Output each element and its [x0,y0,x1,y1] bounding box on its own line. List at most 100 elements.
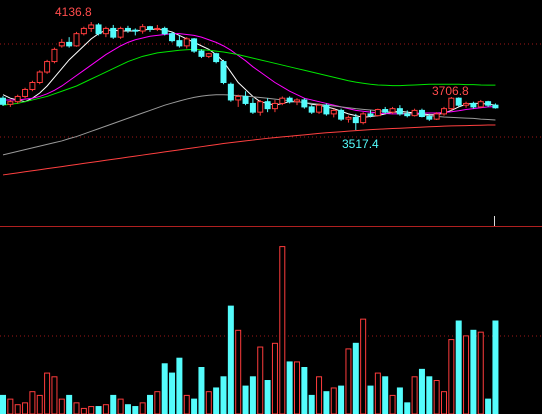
volume-bar [139,402,146,414]
candle-body [242,95,249,104]
candle-body [294,99,300,103]
volume-bar [154,391,161,414]
candle-body [492,104,499,109]
volume-bar [389,394,396,414]
volume-bar [411,376,418,414]
volume-bar [382,376,389,414]
candle-body [117,27,124,38]
volume-bar [44,372,51,414]
candle-body [455,97,462,106]
volume-bar [477,331,484,414]
volume-bar [294,361,300,414]
annotation: 3517.4 [342,137,379,151]
candle-body [338,109,345,120]
candle-body [257,101,264,113]
candle-body [264,101,271,110]
volume-bar [360,318,367,414]
candle-body [396,108,403,115]
candle-body [404,113,411,117]
volume-bar [470,329,477,414]
candle-body [213,53,220,63]
volume-bar [183,394,190,414]
candle-body [132,29,139,32]
volume-bar [345,348,352,414]
volume-bar [448,339,455,414]
candle-body [44,61,51,73]
candle-body [360,113,367,124]
volume-bar [249,376,256,414]
volume-bar [316,376,323,414]
volume-bar [330,387,337,414]
volume-bar [279,246,286,414]
volume-bar [426,376,433,414]
candle-body [36,71,43,83]
candle-body [7,101,14,105]
candle-body [51,48,58,63]
candle-body [352,116,359,124]
volume-bar [213,387,220,414]
volume-bar [95,406,102,414]
candle-body [441,108,447,115]
volume-bar [191,398,198,414]
candle-body [161,27,168,35]
volume-bar [169,372,176,414]
candle-body [463,102,470,106]
volume-bar [36,394,43,414]
candle-body [330,109,337,115]
volume-bar [124,404,131,414]
candle-body [235,95,242,101]
volume-bar [242,385,249,414]
candle-body [316,104,323,113]
ma-line [2,48,496,106]
candle-body [220,61,227,83]
candle-body [448,97,455,110]
candle-body [286,97,293,103]
candle-body [191,38,198,52]
volume-bar [51,376,58,414]
candle-body [198,50,205,57]
candle-body [470,102,477,108]
candle-body [95,24,102,35]
candle-body [374,109,381,117]
volume-bar [205,391,212,414]
candle-body [271,102,278,110]
candle-body [367,113,374,117]
volume-bar [29,391,36,414]
volume-bar [80,407,87,414]
volume-bar [374,372,381,414]
candle-body [88,24,95,29]
volume-bar [14,404,21,414]
annotation: 4136.8 [55,5,92,19]
candle-body [0,97,6,105]
volume-bar [433,380,440,414]
ma-line [2,94,496,156]
volume-bar [492,320,499,414]
plot [0,22,499,414]
volume-bar [463,335,470,414]
volume-bar [58,398,65,414]
volume-bar [352,342,359,414]
candle-body [14,95,21,103]
annotation: 3706.8 [432,84,469,98]
volume-bar [73,402,80,414]
volume-bar [367,385,374,414]
volume-bar [132,406,139,414]
candle-body [58,41,65,47]
candle-body [154,27,161,30]
volume-bar [22,402,29,414]
volume-bar [7,398,14,414]
volume-bar [286,361,293,414]
volume-bar [110,394,117,414]
candle-body [323,104,330,115]
volume-bar [0,394,6,414]
candle-body [308,106,315,113]
volume-bar [308,394,315,414]
volume-bar [161,363,168,414]
volume-bar [485,398,492,414]
candle-body [29,82,36,90]
candle-body [426,116,433,120]
volume-bar [301,367,308,414]
candle-body [279,97,286,104]
volume-bar [220,376,227,414]
